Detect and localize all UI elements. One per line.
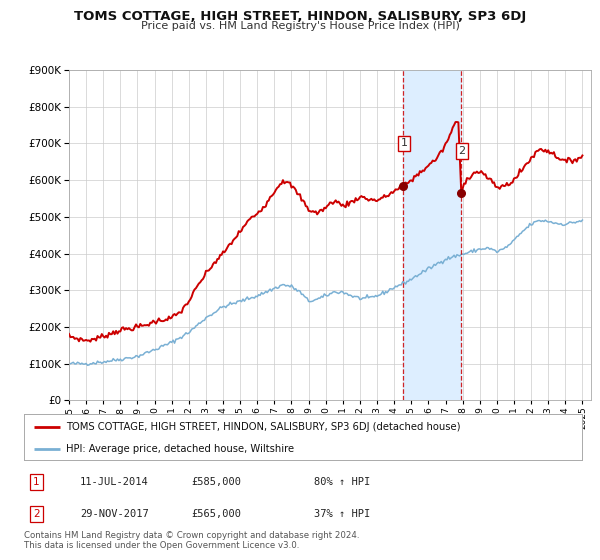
Text: TOMS COTTAGE, HIGH STREET, HINDON, SALISBURY, SP3 6DJ (detached house): TOMS COTTAGE, HIGH STREET, HINDON, SALIS… xyxy=(66,422,460,432)
Text: £565,000: £565,000 xyxy=(191,508,241,519)
Text: 37% ↑ HPI: 37% ↑ HPI xyxy=(314,508,370,519)
Text: £585,000: £585,000 xyxy=(191,477,241,487)
Text: 2: 2 xyxy=(458,146,466,156)
Text: 80% ↑ HPI: 80% ↑ HPI xyxy=(314,477,370,487)
Text: HPI: Average price, detached house, Wiltshire: HPI: Average price, detached house, Wilt… xyxy=(66,444,294,454)
Text: 2: 2 xyxy=(33,508,40,519)
Text: Price paid vs. HM Land Registry's House Price Index (HPI): Price paid vs. HM Land Registry's House … xyxy=(140,21,460,31)
Text: 1: 1 xyxy=(33,477,40,487)
Text: 11-JUL-2014: 11-JUL-2014 xyxy=(80,477,149,487)
Text: 29-NOV-2017: 29-NOV-2017 xyxy=(80,508,149,519)
Text: Contains HM Land Registry data © Crown copyright and database right 2024.
This d: Contains HM Land Registry data © Crown c… xyxy=(24,531,359,550)
Text: 1: 1 xyxy=(401,138,407,148)
Text: TOMS COTTAGE, HIGH STREET, HINDON, SALISBURY, SP3 6DJ: TOMS COTTAGE, HIGH STREET, HINDON, SALIS… xyxy=(74,10,526,23)
Bar xyxy=(403,70,461,400)
